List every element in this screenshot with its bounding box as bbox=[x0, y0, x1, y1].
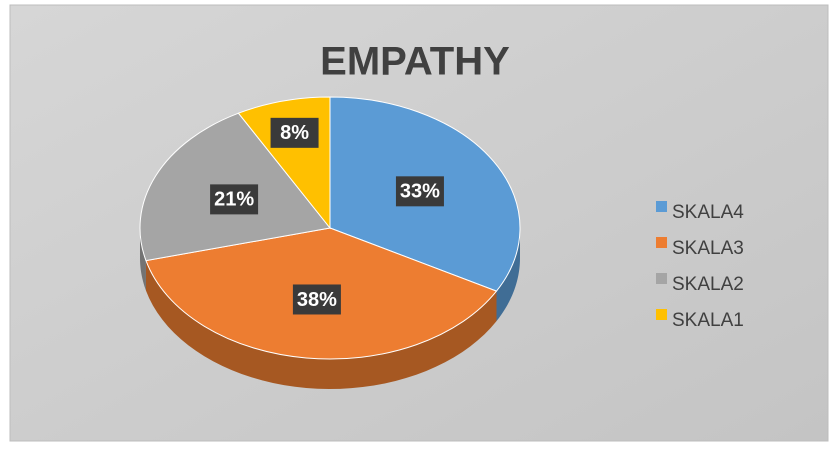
slice-side bbox=[145, 260, 497, 389]
legend-label: SKALA1 bbox=[672, 310, 744, 331]
data-label-box bbox=[292, 284, 341, 315]
legend-swatch bbox=[656, 201, 667, 212]
legend-label: SKALA2 bbox=[672, 274, 744, 295]
legend-swatch bbox=[656, 237, 667, 248]
data-label: 33% bbox=[400, 181, 440, 203]
legend-label: SKALA3 bbox=[672, 238, 744, 259]
chart-title: EMPATHY bbox=[320, 40, 510, 84]
legend-label: SKALA4 bbox=[672, 202, 744, 223]
data-label-box bbox=[395, 176, 444, 207]
legend-swatch bbox=[656, 273, 667, 284]
slice-side bbox=[140, 228, 146, 291]
data-label: 21% bbox=[214, 189, 254, 211]
slice-side bbox=[496, 228, 520, 322]
data-label-box bbox=[210, 184, 259, 215]
legend-swatch bbox=[656, 309, 667, 320]
data-label: 8% bbox=[280, 122, 309, 144]
data-label: 38% bbox=[297, 289, 337, 311]
data-label-box bbox=[270, 117, 319, 148]
